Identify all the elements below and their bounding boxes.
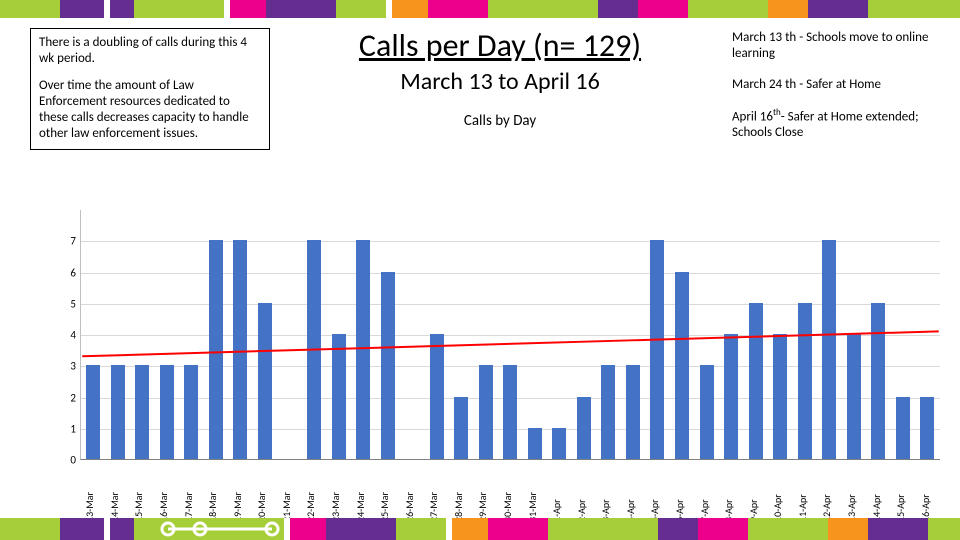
- title-block: Calls per Day (n= 129) March 13 to April…: [300, 26, 700, 130]
- deco-segment: [638, 0, 688, 18]
- deco-segment: [488, 0, 598, 18]
- bar: [675, 272, 689, 460]
- bar: [184, 365, 198, 459]
- deco-segment: [928, 518, 960, 540]
- commentary-paragraph-1: There is a doubling of calls during this…: [39, 35, 261, 68]
- left-commentary-box: There is a doubling of calls during this…: [30, 28, 270, 150]
- deco-segment: [230, 0, 266, 18]
- bar: [822, 240, 836, 459]
- bar: [577, 397, 591, 460]
- bar: [135, 365, 149, 459]
- deco-segment: [868, 518, 928, 540]
- timeline-note-3: April 16th- Safer at Home extended; Scho…: [732, 107, 942, 142]
- bar: [896, 397, 910, 460]
- bar: [724, 334, 738, 459]
- bar: [356, 240, 370, 459]
- deco-segment: [266, 0, 336, 18]
- commentary-paragraph-2: Over time the amount of Law Enforcement …: [39, 78, 261, 143]
- deco-segment: [868, 0, 960, 18]
- deco-segment: [488, 518, 548, 540]
- bar: [381, 272, 395, 460]
- deco-segment: [598, 0, 638, 18]
- note3-part-a: April 16: [732, 109, 773, 124]
- bar: [160, 365, 174, 459]
- bar: [307, 240, 321, 459]
- bar: [86, 365, 100, 459]
- deco-segment: [688, 0, 768, 18]
- chart-title: Calls per Day (n= 129): [300, 26, 700, 65]
- bar: [258, 303, 272, 459]
- bar: [233, 240, 247, 459]
- deco-segment: [392, 0, 428, 18]
- top-decorative-border: [0, 0, 960, 18]
- y-tick-label: 7: [70, 235, 76, 248]
- bar: [111, 365, 125, 459]
- y-tick-label: 2: [70, 391, 76, 404]
- deco-segment: [60, 0, 104, 18]
- deco-segment: [336, 0, 386, 18]
- deco-segment: [290, 518, 326, 540]
- deco-segment: [60, 518, 104, 540]
- deco-segment: [396, 518, 446, 540]
- timeline-note-2: March 24 th - Safer at Home: [732, 77, 942, 93]
- bar: [332, 334, 346, 459]
- bar: [847, 334, 861, 459]
- timeline-note-1: March 13 th - Schools move to online lea…: [732, 30, 942, 63]
- bars-container: [81, 210, 940, 459]
- deco-segment: [698, 518, 748, 540]
- bar: [773, 334, 787, 459]
- chart-subtitle: March 13 to April 16: [300, 67, 700, 96]
- bar: [528, 428, 542, 459]
- deco-segment: [548, 518, 658, 540]
- bottom-decorative-border: [0, 518, 960, 540]
- bar: [479, 365, 493, 459]
- bar: [798, 303, 812, 459]
- deco-segment: [748, 518, 828, 540]
- deco-segment: [134, 0, 224, 18]
- deco-segment: [326, 518, 396, 540]
- bar: [430, 334, 444, 459]
- y-tick-label: 6: [70, 266, 76, 279]
- bar: [920, 397, 934, 460]
- note3-sup: th: [773, 107, 781, 118]
- deco-segment: [0, 0, 60, 18]
- right-timeline-notes: March 13 th - Schools move to online lea…: [732, 30, 942, 156]
- plot-area: [80, 210, 940, 460]
- deco-segment: [658, 518, 698, 540]
- y-tick-label: 1: [70, 422, 76, 435]
- bar: [871, 303, 885, 459]
- deco-segment: [828, 518, 868, 540]
- chart-series-label: Calls by Day: [300, 112, 700, 130]
- deco-segment: [428, 0, 488, 18]
- deco-segment: [452, 518, 488, 540]
- deco-segment: [110, 518, 134, 540]
- bar: [700, 365, 714, 459]
- x-axis: 13-Mar14-Mar15-Mar16-Mar17-Mar18-Mar19-M…: [80, 462, 940, 522]
- bar: [552, 428, 566, 459]
- connector-graphic: [160, 521, 280, 537]
- y-tick-label: 5: [70, 297, 76, 310]
- bar: [454, 397, 468, 460]
- bar: [626, 365, 640, 459]
- bar: [601, 365, 615, 459]
- bar: [209, 240, 223, 459]
- bar: [503, 365, 517, 459]
- deco-segment: [110, 0, 134, 18]
- bar: [650, 240, 664, 459]
- deco-segment: [0, 518, 60, 540]
- calls-bar-chart: 01234567: [60, 210, 940, 460]
- y-tick-label: 4: [70, 329, 76, 342]
- y-tick-label: 0: [70, 454, 76, 467]
- deco-segment: [768, 0, 808, 18]
- bar: [749, 303, 763, 459]
- y-tick-label: 3: [70, 360, 76, 373]
- deco-segment: [808, 0, 868, 18]
- y-axis: 01234567: [60, 210, 80, 460]
